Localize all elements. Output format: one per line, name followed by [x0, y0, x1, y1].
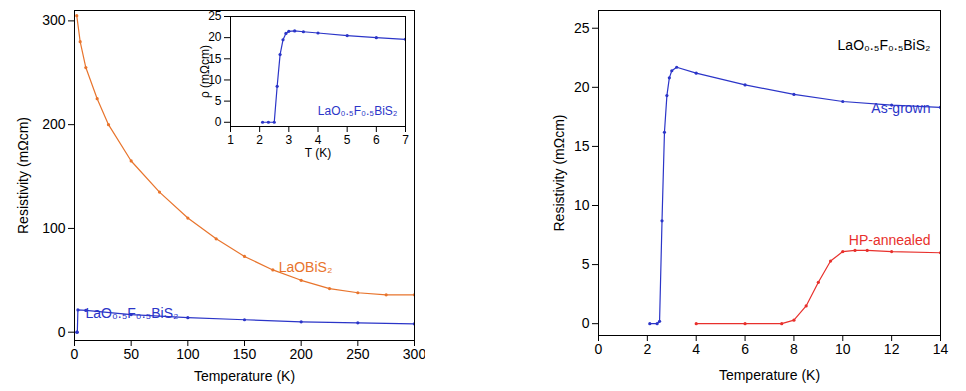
svg-text:50: 50 [123, 346, 139, 362]
svg-text:0: 0 [595, 341, 603, 357]
svg-text:15: 15 [574, 138, 590, 154]
svg-text:10: 10 [574, 197, 590, 213]
svg-text:3: 3 [285, 133, 292, 147]
svg-text:Resistivity (mΩcm): Resistivity (mΩcm) [15, 117, 31, 234]
svg-text:0: 0 [58, 324, 66, 340]
svg-text:300: 300 [403, 346, 425, 362]
svg-text:6: 6 [741, 341, 749, 357]
svg-text:5: 5 [582, 256, 590, 272]
svg-text:6: 6 [373, 133, 380, 147]
svg-text:100: 100 [176, 346, 200, 362]
svg-text:As-grown: As-grown [871, 100, 930, 116]
svg-text:2: 2 [643, 341, 651, 357]
svg-text:25: 25 [208, 9, 222, 23]
svg-text:12: 12 [884, 341, 900, 357]
svg-text:1: 1 [227, 133, 234, 147]
svg-text:0: 0 [215, 115, 222, 129]
svg-text:LaO₀.₅F₀.₅BiS₂: LaO₀.₅F₀.₅BiS₂ [86, 305, 179, 321]
svg-text:HP-annealed: HP-annealed [849, 232, 931, 248]
svg-text:25: 25 [574, 20, 590, 36]
svg-text:150: 150 [233, 346, 257, 362]
svg-text:Temperature (K): Temperature (K) [719, 367, 820, 383]
svg-text:10: 10 [208, 72, 222, 87]
svg-text:Resistivity (mΩcm): Resistivity (mΩcm) [551, 114, 567, 231]
svg-text:4: 4 [314, 133, 322, 147]
svg-text:T (K): T (K) [305, 146, 331, 160]
svg-text:2: 2 [256, 133, 263, 147]
svg-text:300: 300 [42, 12, 66, 28]
svg-text:5: 5 [344, 133, 351, 147]
svg-text:4: 4 [692, 341, 700, 357]
svg-text:15: 15 [208, 51, 222, 66]
svg-text:100: 100 [42, 220, 66, 236]
svg-text:250: 250 [346, 346, 370, 362]
svg-text:20: 20 [574, 79, 590, 95]
svg-text:0: 0 [71, 346, 79, 362]
svg-text:200: 200 [42, 116, 66, 132]
svg-text:10: 10 [835, 341, 851, 357]
svg-text:LaOBiS₂: LaOBiS₂ [279, 259, 333, 275]
svg-text:Temperature (K): Temperature (K) [194, 368, 295, 384]
svg-text:7: 7 [402, 133, 409, 147]
svg-text:14: 14 [933, 341, 949, 357]
svg-text:0: 0 [582, 315, 590, 331]
svg-text:8: 8 [790, 341, 798, 357]
svg-text:20: 20 [208, 30, 222, 44]
svg-text:LaO₀.₅F₀.₅BiS₂: LaO₀.₅F₀.₅BiS₂ [318, 104, 398, 118]
svg-text:LaO₀.₅F₀.₅BiS₂: LaO₀.₅F₀.₅BiS₂ [838, 37, 931, 53]
svg-text:200: 200 [289, 346, 313, 362]
svg-text:ρ (mΩcm): ρ (mΩcm) [198, 45, 212, 98]
svg-text:5: 5 [215, 94, 222, 108]
